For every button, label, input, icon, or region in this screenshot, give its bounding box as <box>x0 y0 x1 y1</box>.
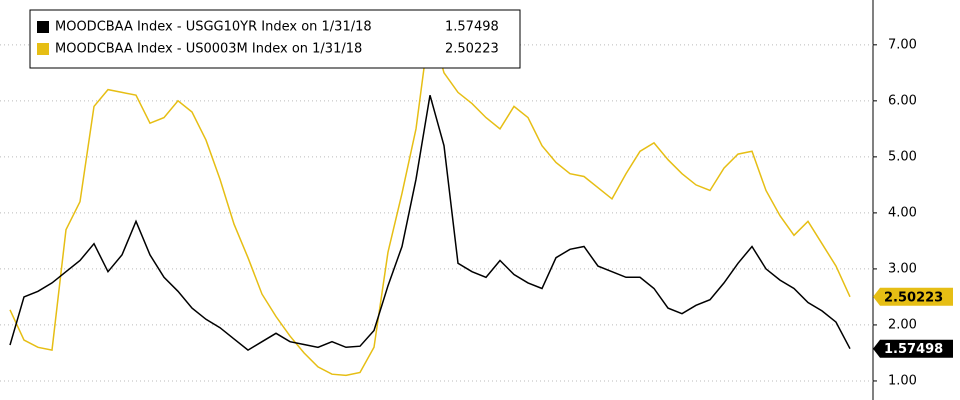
series-line <box>9 22 851 377</box>
end-tag <box>873 339 953 358</box>
end-label: 2.50223 <box>884 290 943 305</box>
y-tick-label: 3.00 <box>888 261 917 276</box>
legend-box <box>29 9 521 69</box>
legend-label: MOODCBAA Index - US0003M Index on 1/31/1… <box>55 42 362 57</box>
end-tag <box>873 287 953 306</box>
y-tick-label: 6.00 <box>888 93 917 108</box>
legend-swatch <box>37 21 49 33</box>
y-tick-label: 5.00 <box>888 149 917 164</box>
y-tick-label: 2.00 <box>888 317 917 332</box>
legend-label: MOODCBAA Index - USGG10YR Index on 1/31/… <box>55 20 372 35</box>
legend-value: 1.57498 <box>445 20 499 35</box>
legend: MOODCBAA Index - USGG10YR Index on 1/31/… <box>29 9 521 69</box>
series-line <box>9 94 851 352</box>
y-tick-label: 4.00 <box>888 205 917 220</box>
y-tick-label: 1.00 <box>888 373 917 388</box>
legend-value: 2.50223 <box>445 42 499 57</box>
legend-swatch <box>37 43 49 55</box>
y-tick-label: 7.00 <box>888 37 917 52</box>
end-label: 1.57498 <box>884 342 943 357</box>
